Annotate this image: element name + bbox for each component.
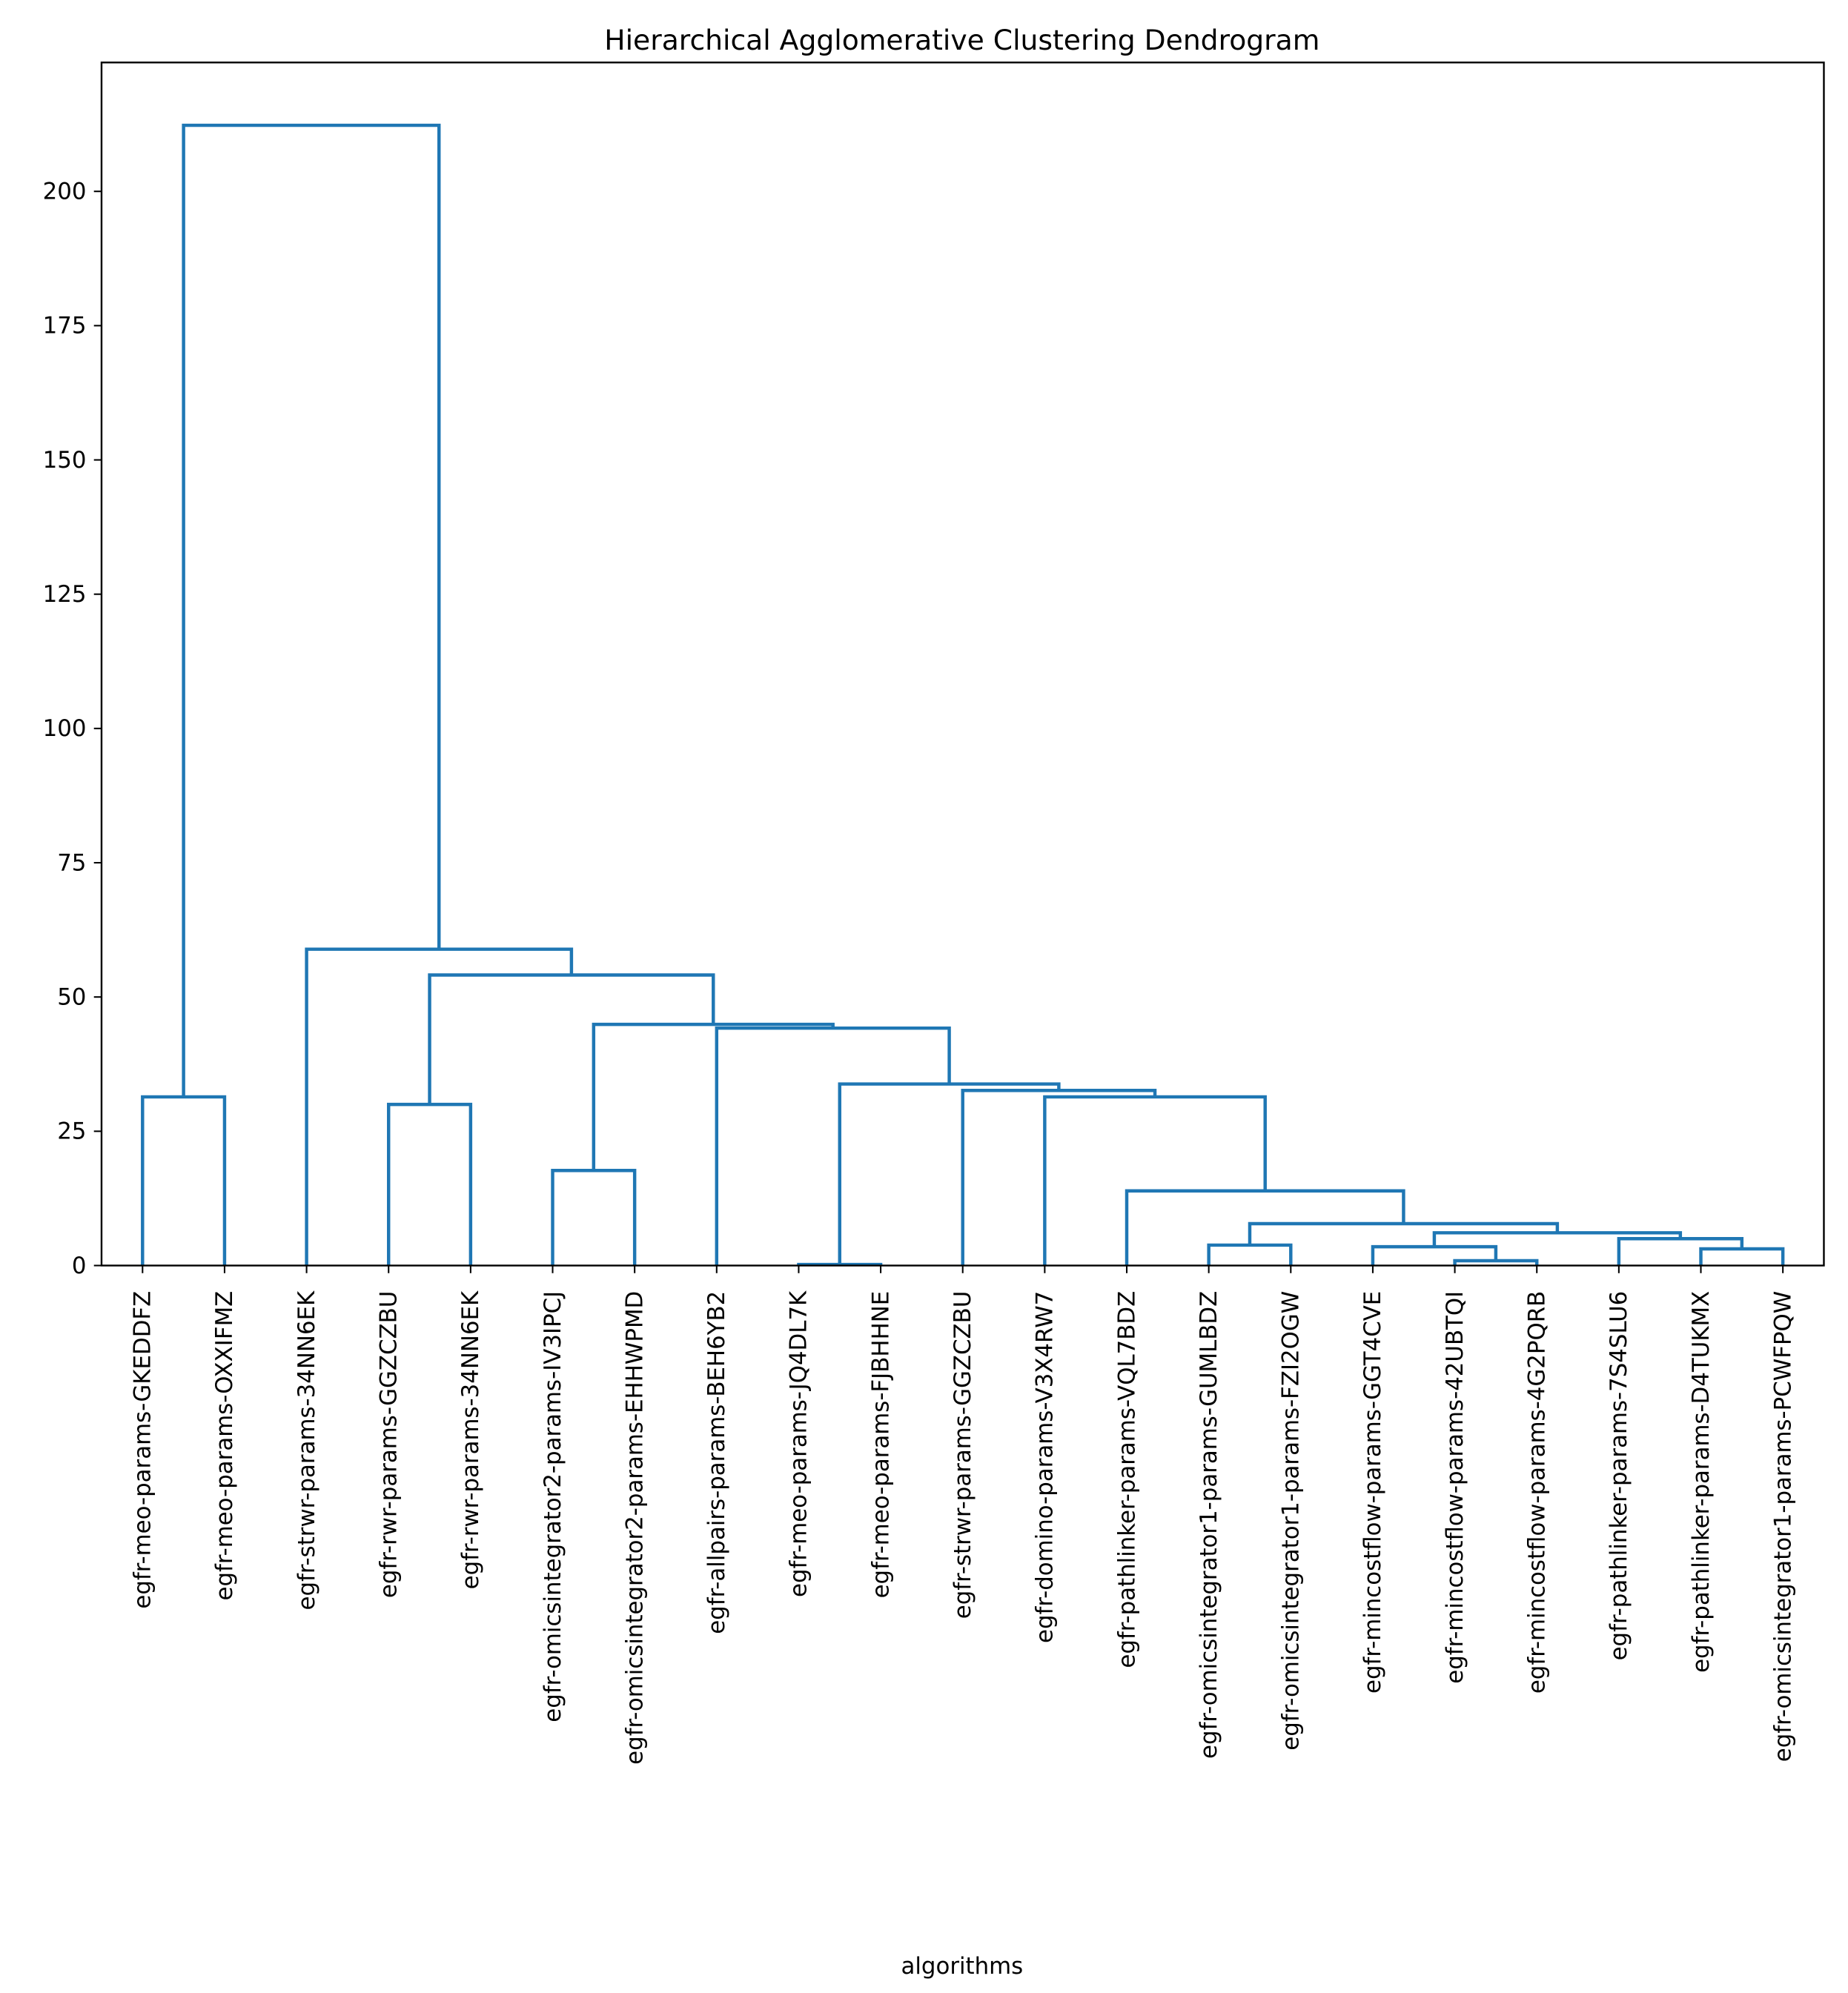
leaf-label: egfr-meo-params-GKEDDFZ [130, 1291, 156, 1609]
dendrogram-link [1207, 1243, 1293, 1266]
y-tick-label: 125 [43, 581, 87, 608]
leaf-label: egfr-omicsintegrator2-params-IV3IPCJ [540, 1291, 566, 1722]
dendrogram-link [141, 1095, 227, 1266]
chart-title: Hierarchical Agglomerative Clustering De… [604, 24, 1319, 56]
y-tick-label: 200 [43, 178, 87, 205]
y-tick-label: 50 [57, 984, 86, 1010]
leaf-label: egfr-omicsintegrator2-params-EHHWPMD [621, 1291, 648, 1765]
leaf-label: egfr-meo-params-OXXIFMZ [211, 1291, 238, 1601]
leaf-label: egfr-rwr-params-34NN6EK [457, 1290, 484, 1589]
dendrogram-link [592, 1022, 835, 1171]
leaf-label: egfr-omicsintegrator1-params-PCWFPQW [1769, 1291, 1796, 1762]
leaf-label: egfr-pathlinker-params-7S4SLU6 [1606, 1291, 1632, 1661]
dendrogram-link [1125, 1189, 1405, 1266]
dendrogram-link [715, 1026, 951, 1266]
dendrogram-link [1617, 1237, 1744, 1266]
plot-frame [100, 62, 1825, 1267]
y-tick-label: 0 [72, 1253, 87, 1279]
dendrogram-link [838, 1082, 1061, 1265]
leaf-label: egfr-domino-params-V3X4RW7 [1032, 1291, 1059, 1643]
x-axis: egfr-meo-params-GKEDDFZ egfr-meo-params-O… [130, 1265, 1796, 1765]
dendrogram-link [387, 1102, 473, 1266]
dendrogram-link [1432, 1231, 1683, 1247]
leaf-label: egfr-mincostflow-params-4G2PQRB [1523, 1291, 1550, 1694]
dendrogram-link [1371, 1244, 1498, 1266]
x-axis-label: algorithms [901, 1953, 1023, 1980]
y-tick-label: 150 [43, 447, 87, 474]
y-tick-label: 25 [57, 1118, 86, 1145]
dendrogram-link [551, 1169, 637, 1266]
dendrogram-link [1043, 1095, 1267, 1266]
leaf-label: egfr-omicsintegrator1-params-GUMLBDZ [1196, 1291, 1222, 1759]
leaf-label: egfr-allpairs-params-BEH6YB2 [703, 1291, 730, 1634]
leaf-label: egfr-pathlinker-params-D4TUKMX [1688, 1291, 1715, 1673]
y-axis: 0 25 50 75 100 125 150 175 200 [43, 178, 102, 1279]
leaf-label: egfr-rwr-params-GGZCZBU [375, 1291, 402, 1598]
leaf-label: egfr-strwr-params-GGZCZBU [950, 1291, 976, 1619]
leaf-label: egfr-mincostflow-params-42UBTQI [1442, 1291, 1468, 1684]
dendrogram-links [141, 123, 1785, 1267]
leaf-label: egfr-omicsintegrator1-params-FZI2OGW [1278, 1291, 1305, 1751]
leaf-label: egfr-mincostflow-params-GGT4CVE [1359, 1291, 1386, 1694]
dendrogram-link [428, 973, 715, 1105]
dendrogram-link [1699, 1247, 1785, 1266]
leaf-label: egfr-pathlinker-params-VQL7BDZ [1113, 1291, 1140, 1668]
y-tick-label: 100 [43, 715, 87, 742]
dendrogram-link [182, 123, 441, 1097]
leaf-label: egfr-meo-params-JQ4DL7K [786, 1290, 812, 1597]
dendrogram-link [305, 947, 574, 1266]
leaf-label: egfr-strwr-params-34NN6EK [294, 1290, 320, 1611]
y-tick-label: 175 [43, 313, 87, 339]
leaf-label: egfr-meo-params-FJBHHNE [867, 1291, 894, 1599]
y-tick-label: 75 [57, 849, 86, 876]
